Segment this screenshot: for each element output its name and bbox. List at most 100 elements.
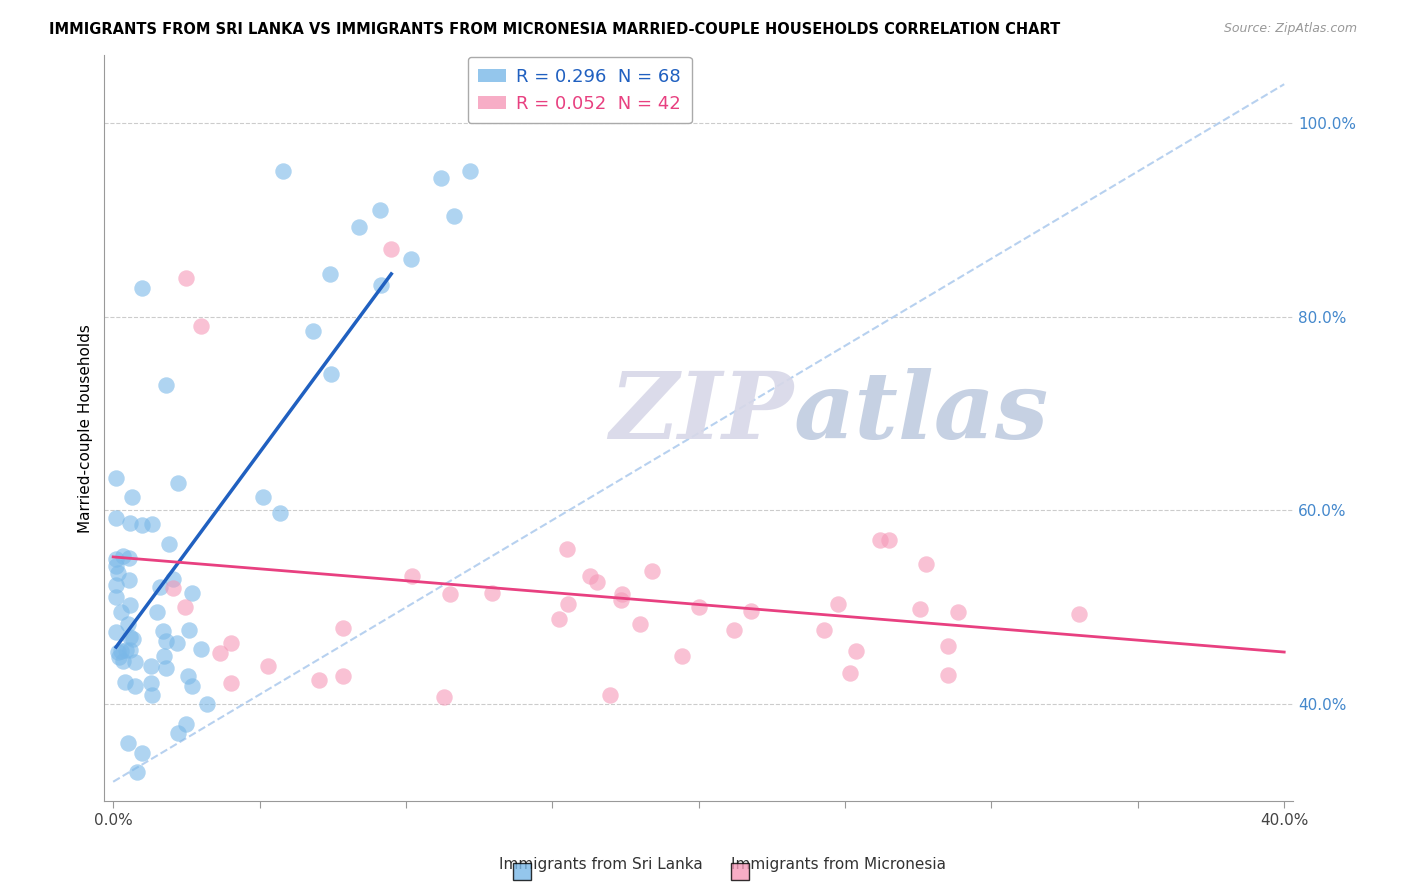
Point [162, 581, 184, 595]
Point [433, 690, 456, 704]
Point [141, 676, 163, 690]
Point [155, 661, 177, 675]
Point [439, 587, 461, 601]
Point [723, 623, 745, 637]
Point [131, 746, 153, 760]
Point [209, 646, 232, 660]
Point [176, 716, 198, 731]
Point [122, 632, 145, 647]
Point [688, 599, 710, 614]
Point [146, 605, 169, 619]
Point [302, 324, 325, 338]
Point [481, 586, 503, 600]
Point [112, 549, 135, 563]
Point [271, 164, 294, 178]
Point [177, 624, 200, 638]
Point [121, 490, 143, 504]
Point [548, 612, 571, 626]
Point [105, 624, 128, 639]
Point [105, 471, 128, 485]
Point [118, 643, 141, 657]
Point [827, 597, 849, 611]
Point [318, 267, 340, 281]
Point [190, 319, 212, 334]
Point [155, 634, 177, 648]
Point [118, 550, 141, 565]
Point [308, 673, 330, 688]
Point [610, 593, 633, 607]
Point [131, 518, 153, 533]
Point [166, 475, 188, 490]
Point [370, 277, 392, 292]
Point [107, 645, 129, 659]
Point [117, 617, 139, 632]
Point [124, 679, 146, 693]
Point [152, 624, 174, 639]
Point [443, 209, 465, 223]
Point [118, 630, 141, 644]
Point [219, 636, 242, 650]
Text: atlas: atlas [794, 368, 1049, 458]
Point [585, 574, 607, 589]
Point [105, 578, 128, 592]
Point [162, 572, 184, 586]
Point [105, 511, 128, 525]
Point [180, 586, 202, 600]
Point [555, 542, 578, 557]
Point [125, 765, 148, 780]
Point [195, 698, 218, 712]
Point [177, 669, 200, 683]
Text: Immigrants from Sri Lanka: Immigrants from Sri Lanka [499, 857, 703, 872]
Point [110, 644, 132, 658]
Point [110, 605, 132, 619]
Point [114, 675, 136, 690]
Point [936, 668, 959, 682]
Point [108, 650, 131, 665]
Point [166, 726, 188, 740]
Point [671, 648, 693, 663]
Point [124, 656, 146, 670]
Point [612, 586, 634, 600]
Point [557, 597, 579, 611]
Point [936, 639, 959, 653]
Point [640, 565, 662, 579]
Point [628, 616, 651, 631]
Point [845, 643, 868, 657]
Point [105, 590, 128, 604]
Point [117, 574, 139, 588]
Text: Immigrants from Micronesia: Immigrants from Micronesia [731, 857, 946, 872]
Point [252, 490, 274, 504]
Point [332, 621, 354, 635]
Point [908, 602, 931, 616]
Point [157, 537, 180, 551]
Text: ZIP: ZIP [610, 368, 794, 458]
Point [118, 516, 141, 530]
Point [141, 688, 163, 702]
Text: IMMIGRANTS FROM SRI LANKA VS IMMIGRANTS FROM MICRONESIA MARRIED-COUPLE HOUSEHOLD: IMMIGRANTS FROM SRI LANKA VS IMMIGRANTS … [49, 22, 1060, 37]
Point [332, 669, 354, 683]
Point [915, 557, 938, 571]
Point [190, 641, 212, 656]
Legend: R = 0.296  N = 68, R = 0.052  N = 42: R = 0.296 N = 68, R = 0.052 N = 42 [468, 57, 692, 123]
Point [219, 675, 242, 690]
Point [105, 558, 128, 573]
Point [869, 533, 891, 547]
Point [401, 252, 423, 267]
Point [380, 242, 402, 256]
Point [838, 666, 860, 681]
Point [105, 552, 128, 566]
Point [180, 680, 202, 694]
Point [321, 367, 343, 381]
Point [176, 271, 198, 285]
Point [257, 659, 280, 673]
Point [107, 566, 129, 580]
Point [813, 623, 835, 637]
Point [141, 516, 163, 531]
Point [148, 580, 170, 594]
Point [401, 568, 423, 582]
Point [877, 533, 900, 547]
Point [269, 506, 291, 520]
Text: Source: ZipAtlas.com: Source: ZipAtlas.com [1223, 22, 1357, 36]
Point [1067, 607, 1090, 621]
Point [174, 600, 197, 615]
